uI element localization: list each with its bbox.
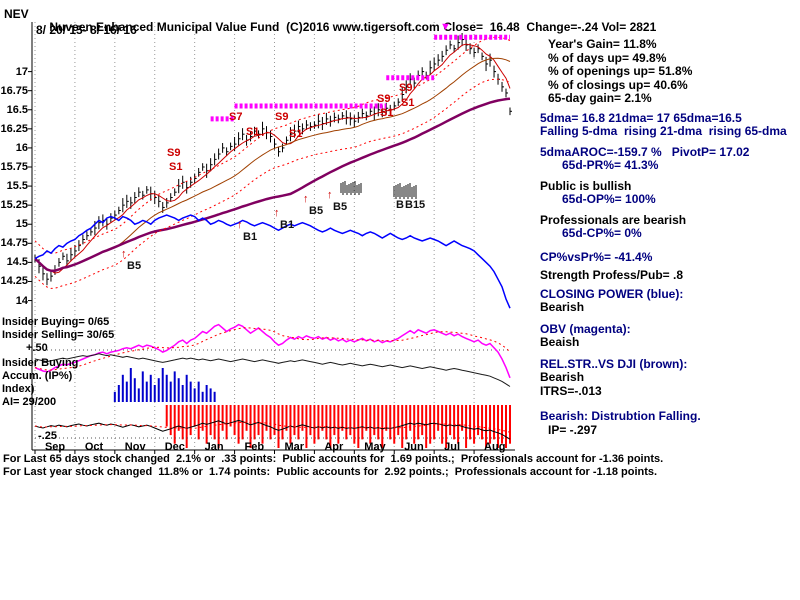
month-tick-label: Sep bbox=[44, 441, 66, 453]
change-readout: Change=-.24 bbox=[526, 20, 599, 34]
summary-line-2: For Last year stock changed 11.8% or 1.7… bbox=[3, 466, 658, 478]
signal-label-b15: B15 bbox=[405, 199, 426, 211]
copyright-text: (C)2016 www.tigersoft.com bbox=[286, 20, 440, 34]
close-value: 16.48 bbox=[489, 20, 520, 34]
stats-line: 65d-OP%= 100% bbox=[562, 192, 656, 206]
signal-label-s9: S9 bbox=[167, 147, 181, 159]
close-label: Close= bbox=[443, 20, 484, 34]
month-tick-label: Jan bbox=[204, 441, 224, 453]
signal-label-↑: ↑ bbox=[303, 193, 309, 205]
month-tick-label: Feb bbox=[244, 441, 265, 453]
signal-label-b5: B5 bbox=[309, 205, 324, 217]
stats-line: Bearish bbox=[540, 370, 585, 384]
ticker-symbol: NEV bbox=[4, 7, 29, 21]
signal-label-↑: ↑ bbox=[121, 248, 127, 260]
price-tick-label: 14.75 bbox=[0, 237, 28, 250]
month-tick-label: Jul bbox=[444, 441, 461, 453]
stats-line: 65d-PR%= 41.3% bbox=[562, 158, 659, 172]
month-tick-label: Oct bbox=[84, 441, 104, 453]
stats-line: 65-day gain= 2.1% bbox=[548, 91, 652, 105]
left-panel-label: Insider Buying= 0/65 bbox=[2, 316, 110, 328]
stats-line: OBV (magenta): bbox=[540, 321, 631, 336]
price-tick-label: 15 bbox=[15, 218, 28, 231]
left-panel-label: Index) bbox=[2, 383, 35, 395]
stats-line: REL.STR..VS DJI (brown): bbox=[540, 356, 688, 371]
stats-line: ITRS=-.013 bbox=[540, 383, 602, 398]
price-tick-label: 16.5 bbox=[6, 103, 28, 116]
fund-title: Nuveen Enhanced Municipal Value Fund bbox=[49, 20, 280, 34]
signal-label-b1: B1 bbox=[280, 219, 295, 231]
stats-line: % of openings up= 51.8% bbox=[548, 64, 693, 78]
stats-line: Falling 5-dma rising 21-dma rising 65-dm… bbox=[540, 124, 787, 138]
stats-line: 5dmaAROC=-159.7 % PivotP= 17.02 bbox=[540, 144, 750, 159]
stats-line: Bearish: Distrubtion Falling. bbox=[540, 409, 701, 423]
stats-gap bbox=[540, 241, 796, 251]
price-tick-label: 15.5 bbox=[6, 180, 28, 193]
month-tick-label: Dec bbox=[164, 441, 185, 453]
signal-label-s1: S1 bbox=[401, 97, 415, 109]
signal-label-↑: ↑ bbox=[327, 189, 333, 201]
stats-line: 65d-CP%= 0% bbox=[562, 226, 642, 240]
signal-label-s9: S9 bbox=[377, 93, 391, 105]
stats-line: Bearish bbox=[540, 300, 585, 314]
signal-label-s1: S1 bbox=[380, 107, 394, 119]
signal-label-s1: S1 bbox=[289, 128, 303, 140]
signal-label-b5: B5 bbox=[333, 201, 348, 213]
signal-label-▼: ▼ bbox=[440, 21, 451, 33]
q-sp1 bbox=[483, 20, 490, 34]
stats-line: CP%vsPr%= -41.4% bbox=[540, 249, 653, 264]
signal-label-b5: B5 bbox=[127, 260, 142, 272]
left-panel-label: Insider Selling= 30/65 bbox=[2, 329, 115, 341]
signal-label-s9: S9 bbox=[399, 82, 413, 94]
stats-panel: Year's Gain= 11.8%% of days up= 49.8%% o… bbox=[540, 37, 796, 437]
stats-line: Year's Gain= 11.8% bbox=[548, 37, 657, 51]
stats-line: % of days up= 49.8% bbox=[548, 50, 667, 65]
left-panel-label: AI= 29/200 bbox=[2, 396, 57, 408]
price-tick-label: 15.75 bbox=[0, 161, 28, 173]
price-tick-label: 16.25 bbox=[0, 122, 28, 135]
month-tick-label: May bbox=[364, 441, 386, 453]
price-tick-label: 14.5 bbox=[6, 256, 28, 269]
stats-line: Beaish bbox=[540, 335, 580, 349]
month-tick-label: Mar bbox=[284, 441, 305, 453]
stats-line: Strength Profess/Pub= .8 bbox=[540, 268, 684, 282]
signal-label-s1: S1 bbox=[169, 161, 183, 173]
stats-line: Professionals are bearish bbox=[540, 212, 687, 227]
price-tick-label: 15.25 bbox=[0, 199, 28, 212]
price-tick-label: 16.75 bbox=[0, 84, 28, 97]
month-tick-label: Apr bbox=[324, 441, 344, 453]
signal-label-b1: B1 bbox=[243, 231, 258, 243]
left-panel-label: -.25 bbox=[38, 430, 57, 442]
price-tick-label: 16 bbox=[15, 141, 28, 154]
stats-line: CLOSING POWER (blue): bbox=[540, 286, 684, 301]
month-tick-label: Nov bbox=[124, 441, 146, 453]
signal-label-s7: S7 bbox=[229, 111, 243, 123]
stats-line: % of closings up= 40.6% bbox=[548, 77, 688, 92]
signal-label-s9: S9 bbox=[275, 111, 289, 123]
stats-line: Public is bullish bbox=[540, 178, 632, 193]
left-panel-label: Insider Buying bbox=[2, 357, 79, 369]
price-tick-label: 17 bbox=[15, 65, 28, 78]
stats-line: 5dma= 16.8 21dma= 17 65dma=16.5 bbox=[540, 110, 742, 125]
signal-label-↑: ↑ bbox=[237, 219, 243, 231]
date-range: 8/ 20/ 15- 8/ 16/ 16 bbox=[36, 23, 137, 37]
price-tick-label: 14.25 bbox=[0, 275, 28, 288]
month-tick-label: Jun bbox=[404, 441, 424, 453]
signal-label-↑: ↑ bbox=[274, 207, 280, 219]
signal-label-s1: S1 bbox=[246, 126, 260, 138]
quote-readout: Close= 16.48 Change=-.24 Vol= 2821 bbox=[430, 8, 656, 47]
price-tick-label: 14 bbox=[15, 294, 28, 307]
month-tick-label: Aug bbox=[484, 441, 506, 453]
signal-label-b: B bbox=[396, 199, 404, 211]
stats-line: IP= -.297 bbox=[548, 422, 598, 437]
left-panel-label: +.50 bbox=[26, 342, 48, 354]
fund-title-group: Nuveen Enhanced Municipal Value Fund (C)… bbox=[36, 8, 440, 47]
volume-readout: Vol= 2821 bbox=[601, 20, 657, 34]
left-panel-label: Accum. (IP%) bbox=[2, 370, 73, 382]
summary-line-1: For Last 65 days stock changed 2.1% or .… bbox=[3, 453, 664, 465]
